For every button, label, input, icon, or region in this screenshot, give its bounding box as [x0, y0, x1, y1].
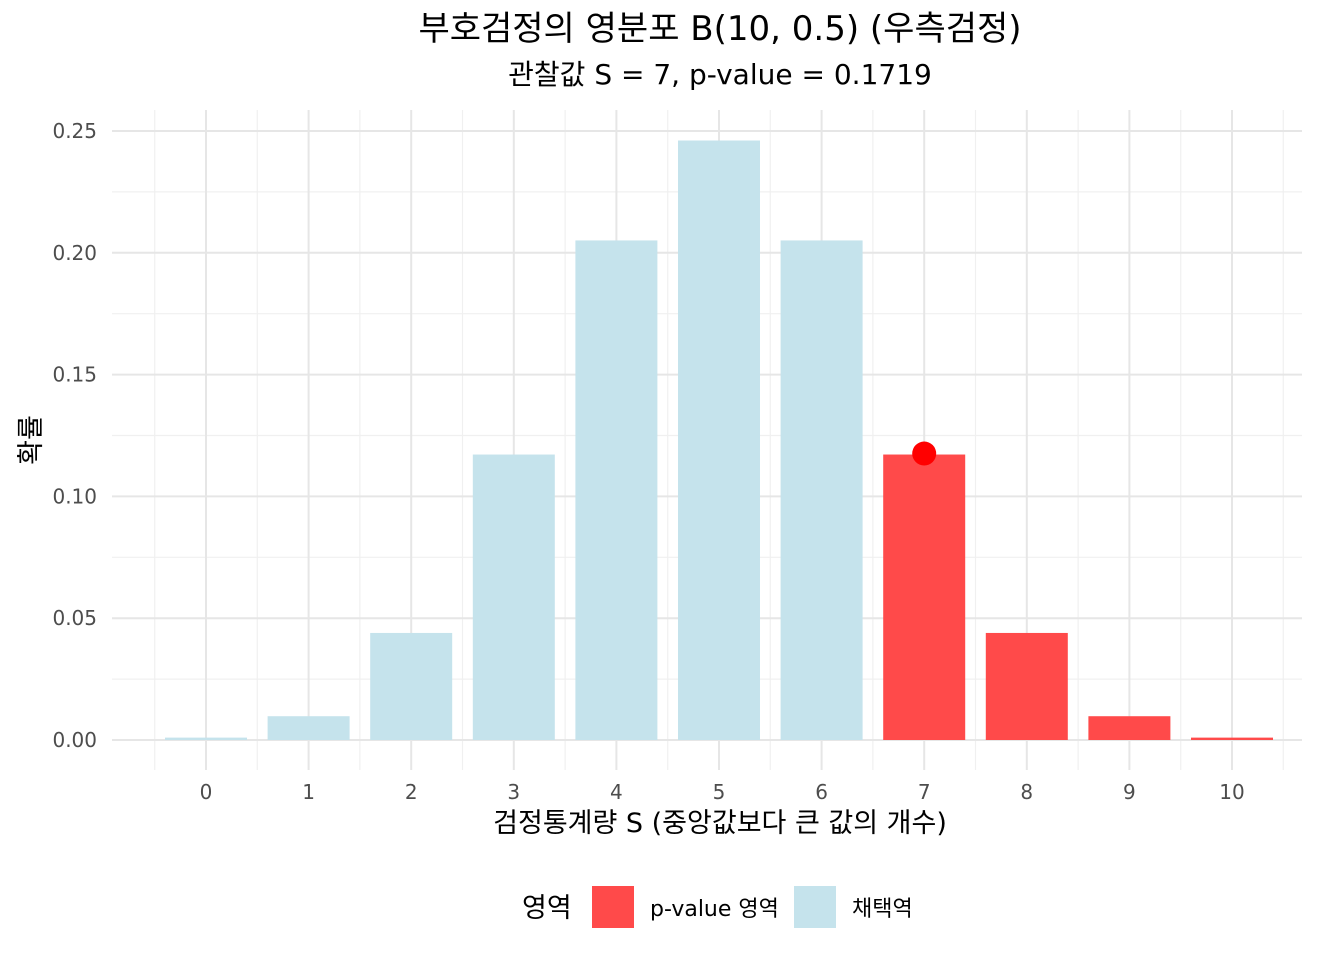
legend-label-accept: 채택역 — [852, 897, 913, 922]
x-tick-label: 0 — [200, 780, 213, 804]
y-tick-label: 0.05 — [52, 606, 97, 630]
bar — [165, 737, 247, 740]
y-tick-label: 0.15 — [52, 363, 97, 387]
x-tick-label: 8 — [1020, 780, 1033, 804]
bar — [472, 454, 555, 740]
x-tick-label: 4 — [610, 780, 623, 804]
legend-swatch-pvalue — [592, 886, 634, 928]
y-axis-title: 확률 — [16, 415, 47, 465]
x-tick-label: 6 — [815, 780, 828, 804]
bar — [370, 632, 453, 740]
x-tick-label: 2 — [405, 780, 418, 804]
bar — [1191, 737, 1273, 740]
x-tick-label: 1 — [302, 780, 315, 804]
x-tick-label: 5 — [713, 780, 726, 804]
legend-title: 영역 — [522, 893, 572, 924]
observed-points — [912, 441, 937, 466]
chart-title: 부호검정의 영분포 B(10, 0.5) (우측검정) — [418, 9, 1021, 49]
x-axis-title: 검정통계량 S (중앙값보다 큰 값의 개수) — [493, 808, 947, 839]
y-axis-ticks: 0.00 0.05 0.10 0.15 0.20 0.25 — [52, 119, 97, 752]
legend-swatch-accept — [794, 886, 836, 928]
legend: 영역 p-value 영역 채택역 — [522, 886, 913, 928]
bar — [780, 240, 863, 740]
bar — [985, 632, 1068, 740]
bar — [1088, 716, 1171, 740]
observed-point — [912, 441, 937, 466]
bar — [678, 140, 760, 740]
bar — [575, 240, 658, 740]
y-tick-label: 0.10 — [52, 484, 97, 508]
x-tick-label: 3 — [507, 780, 520, 804]
bar — [267, 716, 350, 740]
bars — [165, 140, 1273, 740]
x-axis-ticks: 0 1 2 3 4 5 6 7 8 9 10 — [200, 780, 1245, 804]
x-tick-label: 7 — [918, 780, 931, 804]
bar — [883, 454, 966, 740]
y-tick-label: 0.25 — [52, 119, 97, 143]
x-tick-label: 9 — [1123, 780, 1136, 804]
chart-subtitle: 관찰값 S = 7, p-value = 0.1719 — [508, 58, 932, 91]
y-tick-label: 0.00 — [52, 728, 97, 752]
legend-label-pvalue: p-value 영역 — [650, 897, 779, 922]
x-tick-label: 10 — [1219, 780, 1244, 804]
y-tick-label: 0.20 — [52, 241, 97, 265]
